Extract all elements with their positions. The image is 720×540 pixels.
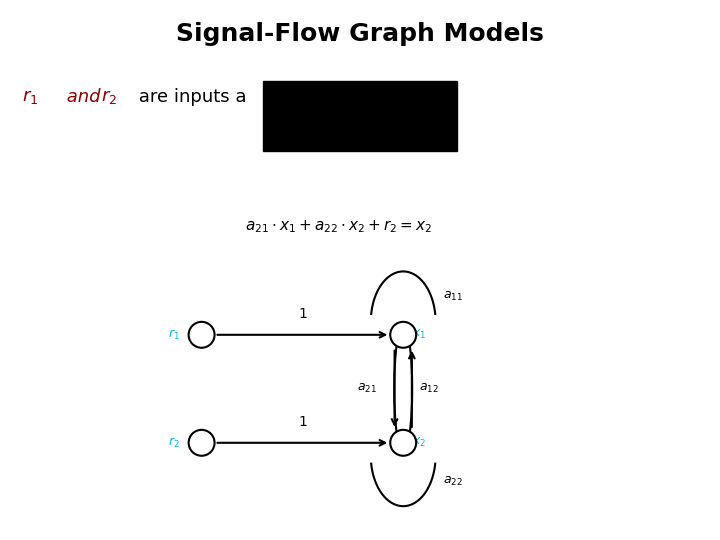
Text: and: and: [61, 88, 107, 106]
Ellipse shape: [390, 430, 416, 456]
Text: $a_{11}$: $a_{11}$: [443, 290, 463, 303]
Text: 1: 1: [298, 307, 307, 321]
Bar: [263, 81, 457, 151]
Text: $a_{12}$: $a_{12}$: [419, 382, 439, 395]
Text: $a_{22}$: $a_{22}$: [443, 475, 463, 488]
Ellipse shape: [189, 430, 215, 456]
Text: are inputs a: are inputs a: [133, 88, 247, 106]
Text: $r_1$: $r_1$: [168, 328, 180, 342]
Text: $r_1$: $r_1$: [22, 88, 38, 106]
Text: $x_2$: $x_2$: [412, 436, 426, 449]
Text: Signal-Flow Graph Models: Signal-Flow Graph Models: [176, 22, 544, 45]
Text: 1: 1: [298, 415, 307, 429]
Text: $a_{21}$: $a_{21}$: [356, 382, 377, 395]
Text: $x_1$: $x_1$: [412, 328, 426, 341]
Text: $r_2$: $r_2$: [101, 88, 117, 106]
Ellipse shape: [390, 322, 416, 348]
Ellipse shape: [189, 322, 215, 348]
Text: $a_{21} \cdot x_1 + a_{22} \cdot x_2 + r_2 = x_2$: $a_{21} \cdot x_1 + a_{22} \cdot x_2 + r…: [245, 219, 432, 235]
Text: $r_2$: $r_2$: [168, 436, 180, 450]
